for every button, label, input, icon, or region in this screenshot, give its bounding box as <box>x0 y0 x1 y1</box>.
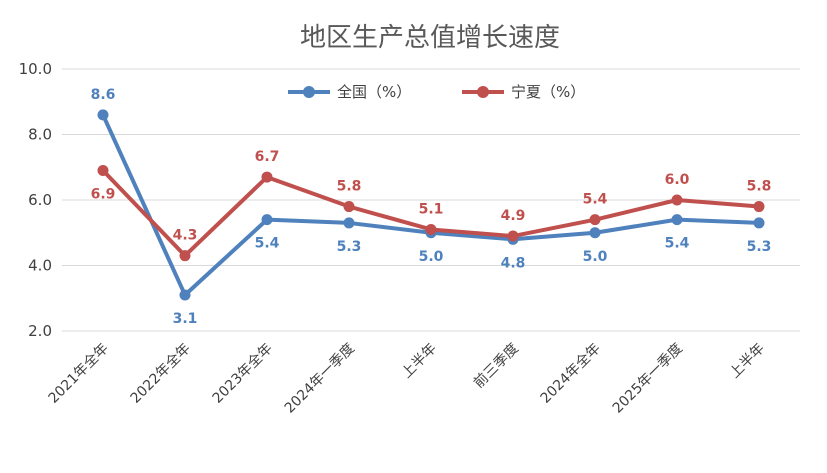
data-label: 4.3 <box>173 228 198 244</box>
x-tick-label: 2025年一季度 <box>610 341 686 417</box>
y-tick-label: 4.0 <box>28 257 52 275</box>
data-point <box>753 217 765 229</box>
legend-label-ningxia: 宁夏（%） <box>511 83 585 101</box>
data-point <box>343 201 355 213</box>
data-label: 5.4 <box>665 236 690 252</box>
y-tick-label: 2.0 <box>28 322 52 340</box>
data-point <box>507 230 519 242</box>
data-label: 5.1 <box>419 201 444 217</box>
x-axis: 2021年全年 2022年全年 2023年全年 2024年一季度 上半年 前三季度 2024… <box>45 340 768 417</box>
data-point <box>425 223 437 235</box>
y-axis: 2.0 4.0 6.0 8.0 10.0 <box>19 60 52 340</box>
data-label: 5.4 <box>583 192 608 208</box>
data-label: 5.0 <box>583 249 608 265</box>
data-label: 6.9 <box>91 187 116 203</box>
data-point <box>589 227 601 239</box>
data-point <box>589 214 601 226</box>
data-point <box>97 109 109 121</box>
y-tick-label: 10.0 <box>19 60 52 78</box>
legend-label-national: 全国（%） <box>337 83 411 101</box>
legend-marker-ningxia <box>477 86 489 98</box>
data-label: 5.8 <box>747 179 772 195</box>
series-layer <box>97 109 765 301</box>
data-label: 4.8 <box>501 255 526 271</box>
x-tick-label: 2021年全年 <box>45 340 112 407</box>
data-point <box>179 250 191 262</box>
x-tick-label: 上半年 <box>727 341 768 382</box>
x-tick-label: 前三季度 <box>470 340 522 392</box>
x-tick-label: 2023年全年 <box>209 340 276 407</box>
data-label: 5.3 <box>337 239 362 255</box>
chart-title: 地区生产总值增长速度 <box>300 23 560 53</box>
data-label: 5.3 <box>747 239 772 255</box>
data-point <box>753 201 765 213</box>
grid <box>62 68 800 332</box>
data-point <box>671 214 683 226</box>
x-tick-label: 2024年全年 <box>537 340 604 407</box>
data-point <box>97 165 109 177</box>
data-label: 4.9 <box>501 208 526 224</box>
legend-marker-national <box>303 86 315 98</box>
data-point <box>671 194 683 206</box>
y-tick-label: 6.0 <box>28 191 52 209</box>
data-label: 6.0 <box>665 172 690 188</box>
data-label: 5.4 <box>255 236 280 252</box>
x-tick-label: 2022年全年 <box>127 340 194 407</box>
x-tick-label: 2024年一季度 <box>282 341 358 417</box>
data-label: 5.8 <box>337 179 362 195</box>
data-label: 8.6 <box>91 87 116 103</box>
data-label: 3.1 <box>173 311 198 327</box>
data-point <box>343 217 355 229</box>
legend: 全国（%） 宁夏（%） <box>288 83 585 101</box>
data-point <box>261 171 273 183</box>
data-labels: 8.6 3.1 5.4 5.3 5.0 4.8 5.0 5.4 5.3 6.9 4.3 6.7 5.8 5… <box>91 87 772 327</box>
data-point <box>261 214 273 226</box>
x-tick-label: 上半年 <box>399 341 440 382</box>
data-label: 5.0 <box>419 249 444 265</box>
data-label: 6.7 <box>255 149 280 165</box>
y-tick-label: 8.0 <box>28 126 52 144</box>
data-point <box>179 289 191 301</box>
